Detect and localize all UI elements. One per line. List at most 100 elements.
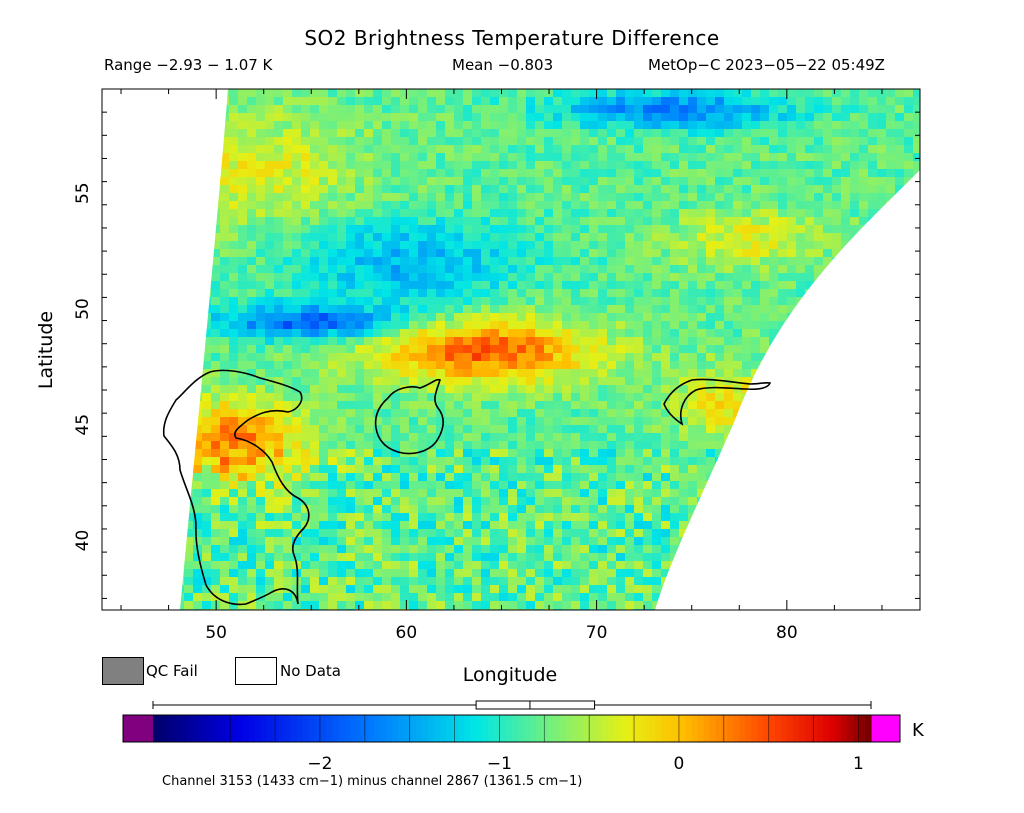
colorbar-segment: [847, 715, 854, 742]
colorbar-segment: [158, 715, 166, 742]
colorbar-segment: [452, 715, 459, 742]
colorbar-segment: [188, 715, 196, 742]
colorbar-segment: [422, 715, 429, 742]
colorbar-segment: [320, 715, 328, 742]
qc-fail-label: QC Fail: [146, 662, 198, 680]
colorbar-segment: [248, 715, 256, 742]
colorbar-segment: [476, 715, 483, 742]
no-data-label: No Data: [280, 662, 341, 680]
colorbar-segment: [482, 715, 489, 742]
colorbar-segment: [799, 715, 806, 742]
colorbar-segment: [547, 715, 555, 742]
colorbar-segment: [434, 715, 441, 742]
colorbar-segment: [242, 715, 250, 742]
boxplot-box: [475, 700, 596, 710]
colorbar-segment: [212, 715, 220, 742]
colorbar-segment: [811, 715, 818, 742]
colorbar-segment: [541, 715, 549, 742]
colorbar-segment: [745, 715, 752, 742]
colorbar-segment: [787, 715, 794, 742]
x-tick-label: 80: [776, 623, 798, 643]
x-tick-label: 50: [205, 623, 227, 643]
colorbar-segment: [589, 715, 597, 742]
colorbar-segment: [494, 715, 501, 742]
colorbar-segment: [793, 715, 800, 742]
colorbar-segment: [302, 715, 310, 742]
colorbar-segment: [583, 715, 591, 742]
colorbar-segment: [649, 715, 657, 742]
colorbar-segment: [230, 715, 238, 742]
colorbar-segment: [643, 715, 651, 742]
colorbar-segment: [182, 715, 190, 742]
colorbar-segment: [398, 715, 405, 742]
caspian-west-coast: [162, 371, 247, 606]
colorbar-segment: [458, 715, 465, 742]
no-data-swatch: [235, 657, 277, 685]
colorbar-tick-label: −2: [307, 754, 332, 774]
mean-text: Mean −0.803: [452, 56, 554, 74]
colorbar-segment: [314, 715, 322, 742]
colorbar-segment: [817, 715, 824, 742]
colorbar-segment: [721, 715, 728, 742]
colorbar-segment: [338, 715, 346, 742]
colorbar-segment: [176, 715, 184, 742]
colorbar-segment: [841, 715, 848, 742]
colorbar-segment: [236, 715, 244, 742]
colorbar-segment: [571, 715, 579, 742]
colorbar-segment: [613, 715, 621, 742]
colorbar-segment: [260, 715, 268, 742]
colorbar-segment: [488, 715, 495, 742]
colorbar-segment: [625, 715, 633, 742]
colorbar-segment: [428, 715, 435, 742]
range-text: Range −2.93 − 1.07 K: [104, 56, 273, 74]
colorbar-segment: [470, 715, 477, 742]
colorbar-segment: [739, 715, 746, 742]
colorbar-segment: [679, 715, 687, 742]
colorbar-segment: [356, 715, 364, 742]
colorbar-segment: [194, 715, 202, 742]
colorbar-segment: [835, 715, 842, 742]
colorbar-segment: [500, 715, 507, 742]
colorbar-segment: [290, 715, 298, 742]
colorbar-segment: [446, 715, 453, 742]
colorbar-segment: [655, 715, 663, 742]
colorbar-segment: [200, 715, 208, 742]
plot-frame: [101, 88, 921, 611]
y-tick-label: 50: [73, 298, 93, 320]
colorbar-segment: [685, 715, 693, 742]
colorbar-segment: [206, 715, 214, 742]
colorbar-segment: [362, 715, 369, 742]
colorbar-segment: [464, 715, 471, 742]
colorbar-segment: [224, 715, 232, 742]
colorbar-segment: [410, 715, 417, 742]
colorbar-segment: [853, 715, 860, 742]
colorbar-segment: [535, 715, 543, 742]
colorbar-segment: [709, 715, 717, 742]
colorbar-segment: [164, 715, 172, 742]
colorbar-segment: [326, 715, 334, 742]
x-tick-label: 70: [586, 623, 608, 643]
colorbar-segment: [631, 715, 639, 742]
colorbar-segment: [284, 715, 292, 742]
colorbar-segment: [278, 715, 286, 742]
colorbar-segment: [512, 715, 519, 742]
colorbar-segment: [865, 715, 872, 742]
colorbar-segment: [667, 715, 675, 742]
x-axis-label: Longitude: [462, 664, 558, 686]
colorbar-segment: [404, 715, 411, 742]
colorbar-segment: [254, 715, 262, 742]
colorbar-segment: [368, 715, 375, 742]
colorbar-segment: [769, 715, 776, 742]
colorbar-segment: [170, 715, 178, 742]
colorbar-segment: [392, 715, 399, 742]
colorbar-segment: [829, 715, 836, 742]
colorbar-segment: [565, 715, 573, 742]
colorbar-segment: [380, 715, 387, 742]
y-tick-label: 55: [73, 182, 93, 204]
colorbar-segment: [733, 715, 740, 742]
colorbar-below-range: [123, 715, 153, 742]
colorbar-segment: [715, 715, 723, 742]
lake-balkhash: [663, 378, 772, 426]
colorbar-segment: [218, 715, 226, 742]
